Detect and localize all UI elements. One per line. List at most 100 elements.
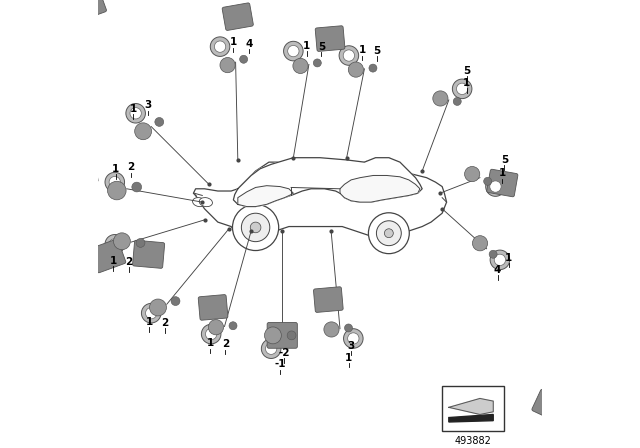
Text: 1: 1 bbox=[358, 45, 366, 55]
Circle shape bbox=[229, 322, 237, 330]
Circle shape bbox=[105, 172, 125, 192]
Circle shape bbox=[205, 328, 217, 340]
Circle shape bbox=[490, 181, 501, 192]
Circle shape bbox=[369, 64, 377, 72]
Text: 5: 5 bbox=[463, 66, 470, 76]
Circle shape bbox=[324, 322, 339, 337]
Ellipse shape bbox=[199, 198, 212, 207]
Circle shape bbox=[109, 177, 120, 188]
Circle shape bbox=[109, 239, 120, 250]
Circle shape bbox=[284, 41, 303, 61]
Text: 1: 1 bbox=[130, 104, 137, 114]
FancyBboxPatch shape bbox=[316, 26, 345, 52]
Circle shape bbox=[287, 45, 299, 57]
Circle shape bbox=[113, 233, 131, 250]
Text: 1: 1 bbox=[463, 78, 470, 88]
FancyBboxPatch shape bbox=[267, 323, 298, 348]
Text: 1: 1 bbox=[207, 338, 214, 349]
Text: 1: 1 bbox=[499, 168, 506, 178]
Text: 1: 1 bbox=[303, 41, 310, 51]
Text: 4: 4 bbox=[494, 265, 501, 275]
Circle shape bbox=[261, 339, 281, 358]
Text: 2: 2 bbox=[221, 339, 229, 349]
Polygon shape bbox=[238, 185, 293, 207]
Text: 5: 5 bbox=[500, 155, 508, 165]
Circle shape bbox=[344, 329, 363, 348]
Circle shape bbox=[452, 79, 472, 99]
Circle shape bbox=[130, 108, 141, 119]
FancyBboxPatch shape bbox=[73, 0, 106, 20]
Text: -2: -2 bbox=[278, 348, 290, 358]
Circle shape bbox=[339, 46, 358, 65]
Circle shape bbox=[155, 117, 164, 126]
Text: 1: 1 bbox=[145, 317, 152, 327]
Text: 1: 1 bbox=[505, 253, 513, 263]
Circle shape bbox=[376, 221, 401, 246]
Circle shape bbox=[136, 238, 145, 247]
Text: 5: 5 bbox=[317, 42, 325, 52]
Circle shape bbox=[348, 62, 364, 77]
Circle shape bbox=[344, 324, 353, 332]
Circle shape bbox=[202, 324, 221, 344]
FancyBboxPatch shape bbox=[487, 169, 518, 197]
Text: 2: 2 bbox=[161, 318, 168, 328]
Circle shape bbox=[108, 181, 126, 200]
Circle shape bbox=[369, 213, 410, 254]
Circle shape bbox=[486, 177, 505, 196]
Circle shape bbox=[239, 55, 248, 63]
Circle shape bbox=[220, 57, 235, 73]
Circle shape bbox=[150, 299, 166, 316]
Circle shape bbox=[433, 91, 448, 106]
Polygon shape bbox=[449, 398, 493, 414]
Circle shape bbox=[141, 303, 161, 323]
Circle shape bbox=[250, 222, 261, 233]
Text: 2: 2 bbox=[125, 257, 132, 267]
Text: 2: 2 bbox=[127, 163, 135, 172]
Text: 3: 3 bbox=[144, 100, 151, 110]
FancyBboxPatch shape bbox=[132, 240, 164, 268]
Text: 493882: 493882 bbox=[455, 436, 492, 446]
Circle shape bbox=[211, 37, 230, 56]
Circle shape bbox=[489, 250, 497, 258]
Circle shape bbox=[484, 177, 492, 185]
Circle shape bbox=[241, 213, 270, 241]
Text: 5: 5 bbox=[373, 46, 381, 56]
Circle shape bbox=[348, 333, 359, 344]
FancyBboxPatch shape bbox=[222, 3, 253, 30]
FancyBboxPatch shape bbox=[314, 287, 343, 312]
Polygon shape bbox=[340, 176, 420, 202]
Text: 1: 1 bbox=[110, 256, 117, 266]
Circle shape bbox=[134, 123, 152, 140]
Circle shape bbox=[293, 58, 308, 73]
Text: 4: 4 bbox=[245, 39, 253, 48]
FancyBboxPatch shape bbox=[198, 295, 228, 320]
Text: -1: -1 bbox=[275, 359, 286, 369]
Circle shape bbox=[266, 343, 277, 354]
Circle shape bbox=[105, 235, 125, 254]
Circle shape bbox=[494, 254, 506, 266]
Text: 3: 3 bbox=[348, 340, 355, 351]
Ellipse shape bbox=[193, 198, 206, 207]
Bar bbox=[442, 387, 504, 431]
Circle shape bbox=[465, 167, 480, 182]
Circle shape bbox=[209, 319, 223, 335]
FancyBboxPatch shape bbox=[532, 389, 566, 422]
Circle shape bbox=[456, 83, 468, 95]
Circle shape bbox=[453, 97, 461, 105]
Text: 1: 1 bbox=[230, 37, 237, 47]
Circle shape bbox=[132, 182, 141, 192]
Circle shape bbox=[171, 297, 180, 306]
Circle shape bbox=[232, 204, 278, 250]
Circle shape bbox=[385, 229, 394, 237]
Polygon shape bbox=[234, 158, 422, 207]
FancyBboxPatch shape bbox=[62, 155, 98, 187]
Circle shape bbox=[343, 50, 355, 61]
Circle shape bbox=[264, 327, 282, 344]
Circle shape bbox=[490, 250, 509, 270]
Circle shape bbox=[472, 236, 488, 251]
Circle shape bbox=[314, 59, 321, 67]
Text: 1: 1 bbox=[345, 353, 353, 362]
Circle shape bbox=[145, 307, 157, 319]
Circle shape bbox=[126, 103, 145, 123]
Text: 1: 1 bbox=[112, 164, 119, 174]
